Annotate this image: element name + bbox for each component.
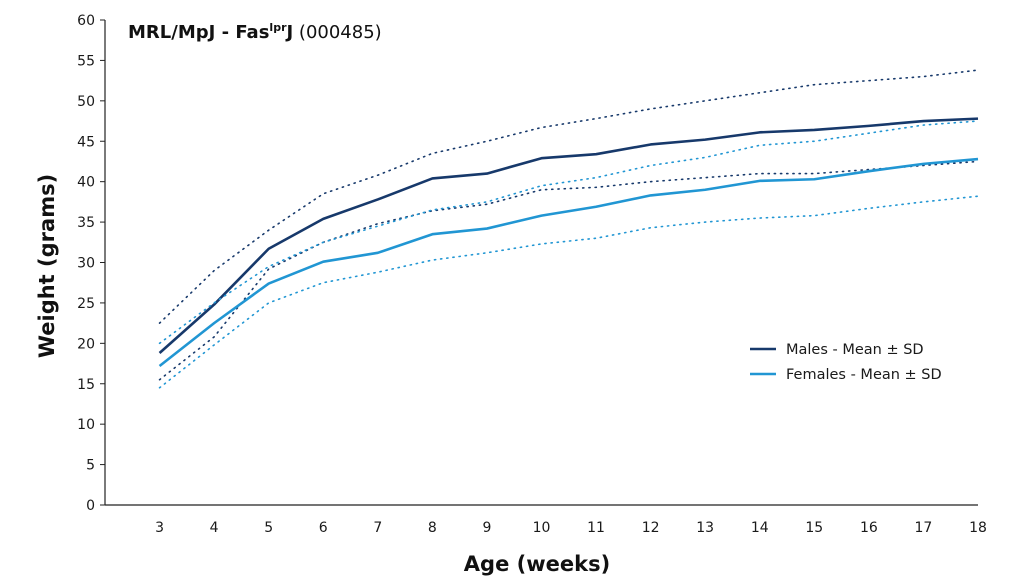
x-tick-label: 15 [805, 520, 823, 536]
plot-area [158, 69, 979, 389]
y-tick-label: 0 [86, 498, 95, 514]
chart-title-superscript: lpr [269, 21, 287, 34]
y-tick-label: 60 [77, 13, 95, 29]
x-tick-label: 7 [373, 520, 382, 536]
x-tick-label: 18 [969, 520, 987, 536]
chart-title-main: MRL/MpJ - Fas [128, 22, 269, 43]
x-tick-label: 14 [751, 520, 769, 536]
x-tick-label: 12 [642, 520, 660, 536]
x-axis-title: Age (weeks) [464, 552, 610, 576]
sd-upper-line [158, 69, 979, 324]
y-tick-label: 50 [77, 94, 95, 110]
sd-lower-line [158, 160, 979, 381]
y-tick-label: 10 [77, 417, 95, 433]
x-tick-label: 10 [533, 520, 551, 536]
x-tick-label: 11 [587, 520, 605, 536]
x-tick-label: 5 [264, 520, 273, 536]
y-tick-label: 15 [77, 377, 95, 393]
x-tick-label: 13 [696, 520, 714, 536]
y-tick-label: 30 [77, 256, 95, 272]
x-tick-label: 6 [319, 520, 328, 536]
chart-title: MRL/MpJ - FaslprJ (000485) [128, 21, 382, 43]
x-tick-label: 16 [860, 520, 878, 536]
legend-label: Females - Mean ± SD [786, 367, 942, 383]
series-females [158, 120, 979, 389]
chart-title-stock: (000485) [293, 22, 381, 43]
series-males [158, 69, 979, 381]
y-tick-label: 45 [77, 134, 95, 150]
x-tick-label: 8 [428, 520, 437, 536]
y-tick-label: 40 [77, 175, 95, 191]
x-tick-label: 3 [155, 520, 164, 536]
chart-title-main-suffix: J [285, 22, 294, 43]
y-tick-label: 35 [77, 215, 95, 231]
y-tick-label: 55 [77, 53, 95, 69]
mean-line [158, 157, 979, 367]
y-tick-label: 25 [77, 296, 95, 312]
x-tick-label: 4 [210, 520, 219, 536]
y-tick-label: 5 [86, 458, 95, 474]
legend-label: Males - Mean ± SD [786, 342, 924, 358]
x-tick-label: 9 [482, 520, 491, 536]
legend: Males - Mean ± SD Females - Mean ± SD [750, 342, 942, 383]
x-tick-label: 17 [915, 520, 933, 536]
sd-upper-line [158, 120, 979, 345]
y-axis-title: Weight (grams) [35, 174, 59, 358]
y-tick-label: 20 [77, 336, 95, 352]
mean-line [158, 117, 979, 355]
sd-lower-line [158, 195, 979, 389]
